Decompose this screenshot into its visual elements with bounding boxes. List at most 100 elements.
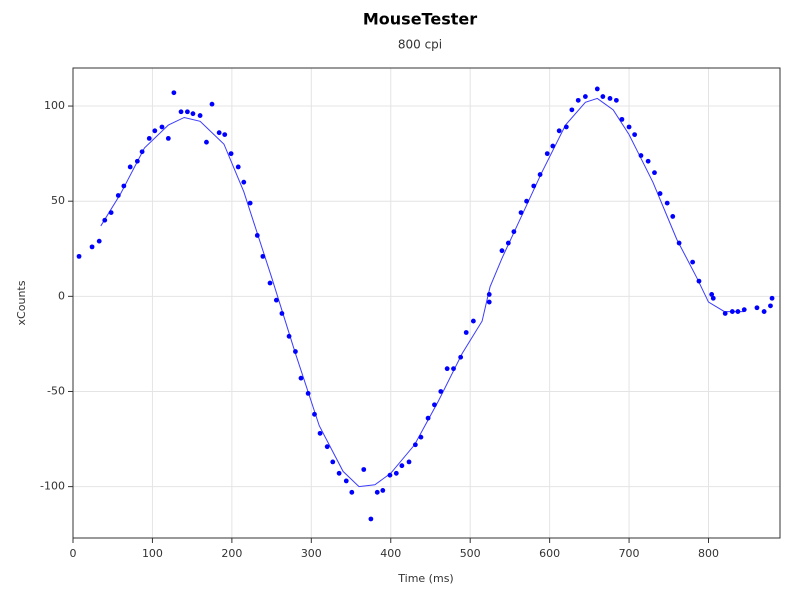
point [216, 130, 222, 136]
point [729, 309, 735, 314]
point [438, 389, 444, 394]
point [108, 210, 114, 216]
point [368, 516, 374, 522]
point [638, 153, 644, 158]
y-tick-label: -100 [40, 480, 65, 493]
y-tick-label: 50 [51, 194, 65, 207]
point [178, 109, 184, 115]
point [293, 349, 298, 354]
point [349, 489, 355, 495]
point [247, 200, 253, 206]
point [690, 259, 696, 265]
point [412, 442, 418, 448]
point [273, 297, 279, 303]
point [524, 198, 529, 204]
x-tick-label: 700 [619, 547, 640, 560]
point [569, 107, 575, 113]
point [463, 330, 469, 335]
point [676, 240, 682, 246]
point [761, 309, 767, 314]
point [393, 470, 399, 476]
point [657, 191, 663, 196]
point [406, 459, 412, 465]
y-axis-label: xCounts [15, 280, 28, 325]
point [626, 124, 632, 130]
x-tick-label: 800 [698, 547, 719, 560]
x-tick-label: 500 [460, 547, 481, 560]
point [670, 214, 676, 219]
point [254, 233, 260, 238]
point [197, 113, 203, 118]
point [305, 390, 311, 396]
plot-frame [72, 67, 781, 539]
y-tick-label: 100 [44, 99, 65, 112]
point [486, 292, 492, 297]
point [451, 366, 456, 372]
x-tick-label: 100 [142, 547, 163, 560]
x-tick-label: 300 [301, 547, 322, 560]
point [317, 430, 323, 436]
chart-title: MouseTester [363, 10, 477, 29]
point [260, 253, 266, 259]
point [458, 354, 464, 360]
x-tick-label: 200 [221, 547, 242, 560]
point [594, 86, 600, 92]
point [613, 97, 619, 103]
point [139, 149, 145, 155]
point [330, 459, 336, 465]
point [152, 128, 158, 134]
point [374, 489, 380, 495]
point [76, 253, 82, 259]
x-tick-label: 0 [70, 547, 77, 560]
point [444, 366, 450, 372]
point [518, 210, 524, 216]
x-axis-label: Time (ms) [397, 572, 453, 585]
point [511, 229, 517, 235]
point [499, 248, 505, 254]
point [575, 97, 581, 103]
point [741, 307, 747, 313]
point [607, 96, 613, 101]
point [769, 295, 775, 301]
fit-line [100, 97, 745, 488]
point [171, 90, 177, 96]
point [380, 488, 386, 493]
point [96, 238, 102, 244]
point [709, 292, 715, 297]
point [324, 444, 330, 450]
point [159, 124, 165, 130]
point [89, 244, 95, 250]
point [267, 280, 273, 286]
point [486, 299, 492, 305]
point [298, 375, 304, 381]
point [399, 463, 405, 469]
point [550, 143, 556, 149]
point [425, 415, 431, 421]
point [531, 183, 537, 189]
point [361, 467, 367, 472]
point [768, 303, 773, 309]
point [343, 478, 349, 484]
point [134, 158, 140, 164]
point [146, 136, 152, 141]
point [121, 183, 127, 189]
point [209, 101, 215, 107]
point [286, 333, 292, 339]
y-tick-label: 0 [58, 289, 65, 302]
point [312, 411, 317, 417]
point [505, 240, 511, 246]
x-tick-label: 600 [539, 547, 560, 560]
point [754, 305, 760, 311]
point [645, 158, 651, 164]
point [600, 94, 606, 99]
chart-subtitle: 800 cpi [398, 38, 442, 52]
point [470, 318, 476, 324]
point [241, 179, 247, 185]
point [696, 278, 702, 284]
point [632, 132, 638, 137]
point [664, 200, 670, 206]
point [537, 172, 543, 177]
point [544, 151, 550, 157]
point [204, 139, 209, 145]
